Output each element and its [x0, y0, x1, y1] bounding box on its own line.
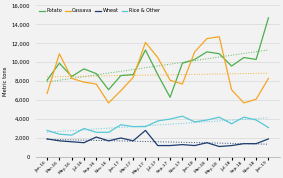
- Cassava: [82, 81, 86, 83]
- Cassava: [181, 83, 184, 85]
- Cassava: [168, 79, 172, 81]
- Cassava: [107, 102, 110, 104]
- Rice & Other: [193, 121, 196, 123]
- Wheat: [82, 142, 86, 144]
- Cassava: [267, 77, 270, 79]
- Rice & Other: [82, 127, 86, 130]
- Potato: [254, 58, 258, 61]
- Cassava: [58, 53, 61, 55]
- Cassava: [132, 76, 135, 78]
- Potato: [119, 74, 123, 77]
- Potato: [218, 53, 221, 55]
- Potato: [132, 74, 135, 76]
- Rice & Other: [218, 116, 221, 118]
- Rice & Other: [144, 125, 147, 128]
- Rice & Other: [107, 131, 110, 133]
- Wheat: [119, 137, 123, 139]
- Cassava: [242, 102, 246, 104]
- Wheat: [242, 143, 246, 145]
- Rice & Other: [242, 116, 246, 118]
- Rice & Other: [267, 127, 270, 129]
- Rice & Other: [70, 134, 73, 136]
- Wheat: [132, 140, 135, 142]
- Wheat: [193, 145, 196, 147]
- Cassava: [95, 83, 98, 85]
- Rice & Other: [132, 125, 135, 128]
- Potato: [144, 49, 147, 51]
- Potato: [168, 96, 172, 98]
- Line: Cassava: Cassava: [47, 37, 269, 103]
- Wheat: [95, 136, 98, 138]
- Rice & Other: [254, 119, 258, 121]
- Cassava: [205, 38, 209, 40]
- Rice & Other: [205, 119, 209, 121]
- Wheat: [144, 129, 147, 132]
- Cassava: [144, 41, 147, 43]
- Wheat: [205, 142, 209, 144]
- Wheat: [45, 138, 49, 140]
- Potato: [181, 62, 184, 64]
- Legend: Potato, Cassava, Wheat, Rice & Other: Potato, Cassava, Wheat, Rice & Other: [38, 8, 160, 14]
- Wheat: [218, 145, 221, 148]
- Rice & Other: [168, 118, 172, 120]
- Potato: [45, 79, 49, 81]
- Wheat: [254, 143, 258, 145]
- Cassava: [193, 51, 196, 53]
- Potato: [267, 17, 270, 19]
- Potato: [107, 89, 110, 91]
- Potato: [193, 58, 196, 61]
- Rice & Other: [45, 129, 49, 132]
- Line: Potato: Potato: [47, 18, 269, 97]
- Potato: [230, 65, 233, 67]
- Cassava: [45, 92, 49, 95]
- Cassava: [218, 36, 221, 38]
- Cassava: [156, 56, 159, 59]
- Potato: [95, 73, 98, 75]
- Y-axis label: Metric tons: Metric tons: [3, 66, 8, 96]
- Rice & Other: [58, 133, 61, 135]
- Rice & Other: [181, 115, 184, 117]
- Rice & Other: [230, 123, 233, 125]
- Potato: [58, 62, 61, 64]
- Potato: [156, 74, 159, 76]
- Wheat: [70, 141, 73, 143]
- Cassava: [70, 77, 73, 79]
- Potato: [205, 51, 209, 53]
- Line: Rice & Other: Rice & Other: [47, 116, 269, 135]
- Wheat: [107, 140, 110, 142]
- Potato: [242, 56, 246, 59]
- Wheat: [168, 145, 172, 147]
- Potato: [82, 68, 86, 70]
- Cassava: [119, 90, 123, 92]
- Line: Wheat: Wheat: [47, 130, 269, 146]
- Wheat: [58, 140, 61, 142]
- Wheat: [230, 145, 233, 147]
- Rice & Other: [95, 131, 98, 133]
- Cassava: [254, 98, 258, 100]
- Rice & Other: [119, 124, 123, 126]
- Cassava: [230, 89, 233, 91]
- Wheat: [181, 143, 184, 146]
- Wheat: [267, 138, 270, 140]
- Potato: [70, 75, 73, 78]
- Wheat: [156, 145, 159, 147]
- Rice & Other: [156, 120, 159, 122]
